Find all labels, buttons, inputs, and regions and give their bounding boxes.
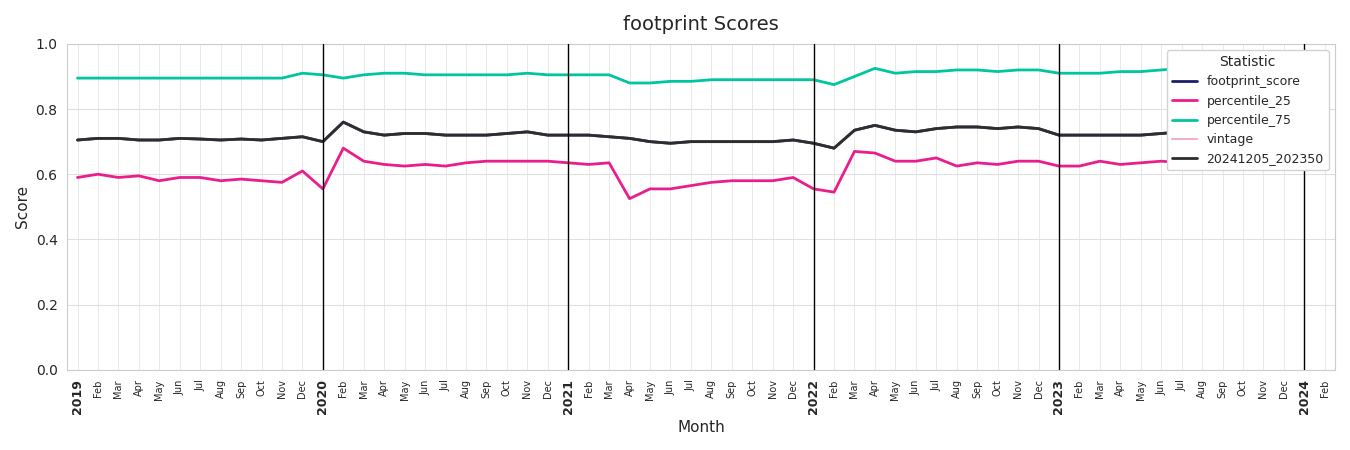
X-axis label: Month: Month bbox=[678, 420, 725, 435]
Title: footprint Scores: footprint Scores bbox=[624, 15, 779, 34]
Y-axis label: Score: Score bbox=[15, 185, 30, 228]
Legend: footprint_score, percentile_25, percentile_75, vintage, 20241205_202350: footprint_score, percentile_25, percenti… bbox=[1166, 50, 1328, 171]
